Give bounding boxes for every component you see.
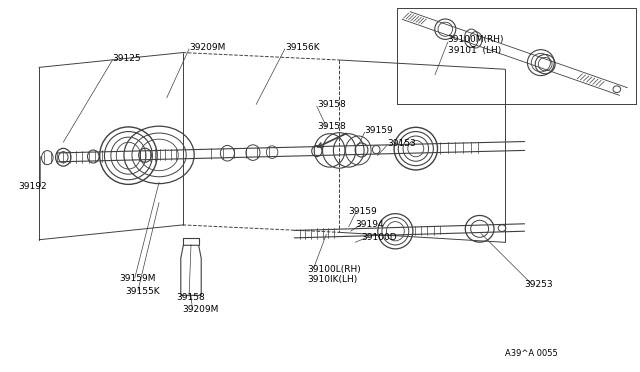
Text: 39209M: 39209M [182,305,219,314]
Text: 39158: 39158 [176,293,205,302]
Text: 39155K: 39155K [125,287,160,296]
Text: 39159M: 39159M [119,274,156,283]
Text: 3910IK(LH): 3910IK(LH) [307,275,358,284]
Text: 39158: 39158 [317,122,346,131]
Text: 39158: 39158 [317,100,346,109]
Text: 39209M: 39209M [189,42,225,51]
Text: 39100D: 39100D [362,233,397,243]
Text: 39100M(RH): 39100M(RH) [448,35,504,44]
Text: 39125: 39125 [113,54,141,62]
Text: 39194: 39194 [355,221,384,230]
Text: 39101  (LH): 39101 (LH) [448,46,501,55]
Text: 39253: 39253 [524,280,553,289]
Text: A39^A 0055: A39^A 0055 [505,349,558,358]
Text: 39159: 39159 [365,126,394,135]
Text: 39192: 39192 [19,182,47,190]
Text: 39100L(RH): 39100L(RH) [307,265,361,274]
Text: 39153: 39153 [387,139,416,148]
Text: 39159: 39159 [349,208,378,217]
Text: 39156K: 39156K [285,42,319,51]
